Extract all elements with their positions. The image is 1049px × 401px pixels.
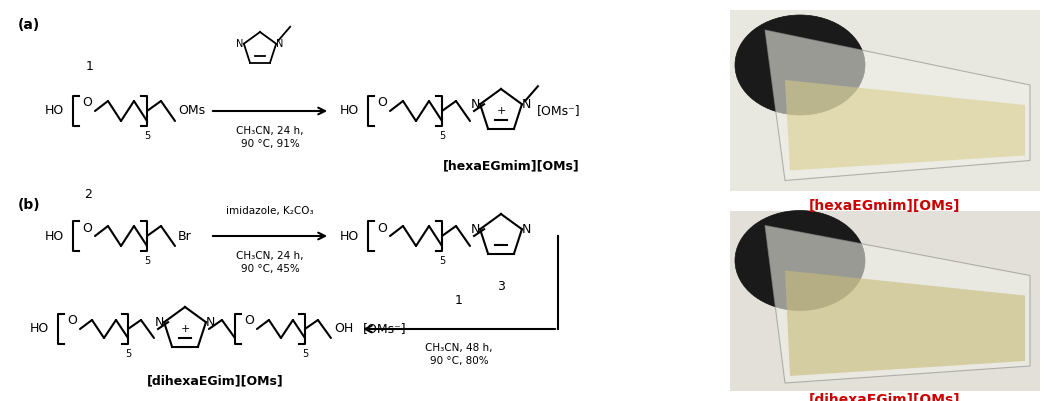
Text: [hexaEGmim][OMs]: [hexaEGmim][OMs] (443, 160, 579, 172)
Text: N: N (277, 39, 284, 49)
Text: N: N (522, 223, 532, 236)
Text: 1: 1 (86, 59, 94, 73)
Polygon shape (765, 225, 1030, 383)
Text: imidazole, K₂CO₃: imidazole, K₂CO₃ (227, 206, 314, 216)
Text: 2: 2 (84, 188, 92, 200)
Polygon shape (785, 271, 1025, 376)
Text: OMs: OMs (178, 105, 206, 117)
Text: 90 °C, 91%: 90 °C, 91% (240, 139, 299, 149)
Text: 90 °C, 80%: 90 °C, 80% (430, 356, 489, 366)
Text: +: + (180, 324, 190, 334)
Text: [hexaEGmim][OMs]: [hexaEGmim][OMs] (809, 198, 961, 213)
Text: OH: OH (334, 322, 354, 336)
Text: HO: HO (45, 229, 64, 243)
Text: 1: 1 (455, 294, 463, 307)
Text: 5: 5 (125, 349, 131, 359)
Text: O: O (244, 314, 254, 328)
Text: HO: HO (340, 229, 359, 243)
Text: 5: 5 (438, 256, 445, 266)
Ellipse shape (735, 15, 865, 115)
Text: O: O (67, 314, 77, 328)
Text: 5: 5 (144, 256, 150, 266)
Text: O: O (82, 97, 92, 109)
Text: (b): (b) (18, 198, 41, 212)
Text: O: O (82, 221, 92, 235)
Text: (a): (a) (18, 18, 40, 32)
Text: HO: HO (30, 322, 49, 336)
Text: 3: 3 (497, 279, 505, 292)
Text: [OMs⁻]: [OMs⁻] (363, 322, 407, 336)
Bar (730, 211, 1040, 391)
Text: O: O (377, 97, 387, 109)
Text: N: N (470, 223, 479, 236)
Text: 5: 5 (302, 349, 308, 359)
Text: 90 °C, 45%: 90 °C, 45% (240, 264, 299, 274)
Text: CH₃CN, 24 h,: CH₃CN, 24 h, (236, 126, 304, 136)
Text: N: N (154, 316, 164, 329)
Text: N: N (522, 98, 532, 111)
Text: +: + (496, 106, 506, 116)
Ellipse shape (735, 211, 865, 310)
Text: 5: 5 (438, 131, 445, 141)
Text: O: O (377, 221, 387, 235)
Text: [OMs⁻]: [OMs⁻] (537, 105, 581, 117)
Text: CH₃CN, 24 h,: CH₃CN, 24 h, (236, 251, 304, 261)
Polygon shape (765, 30, 1030, 180)
Polygon shape (785, 80, 1025, 170)
Text: N: N (236, 39, 243, 49)
Bar (730, 10, 1040, 190)
Text: CH₃CN, 48 h,: CH₃CN, 48 h, (425, 343, 493, 353)
Text: N: N (207, 316, 216, 329)
Text: [dihexaEGim][OMs]: [dihexaEGim][OMs] (147, 375, 283, 387)
Text: [dihexaEGim][OMs]: [dihexaEGim][OMs] (809, 393, 961, 401)
Text: Br: Br (178, 229, 192, 243)
Text: N: N (470, 98, 479, 111)
Text: HO: HO (45, 105, 64, 117)
Text: HO: HO (340, 105, 359, 117)
Text: 5: 5 (144, 131, 150, 141)
